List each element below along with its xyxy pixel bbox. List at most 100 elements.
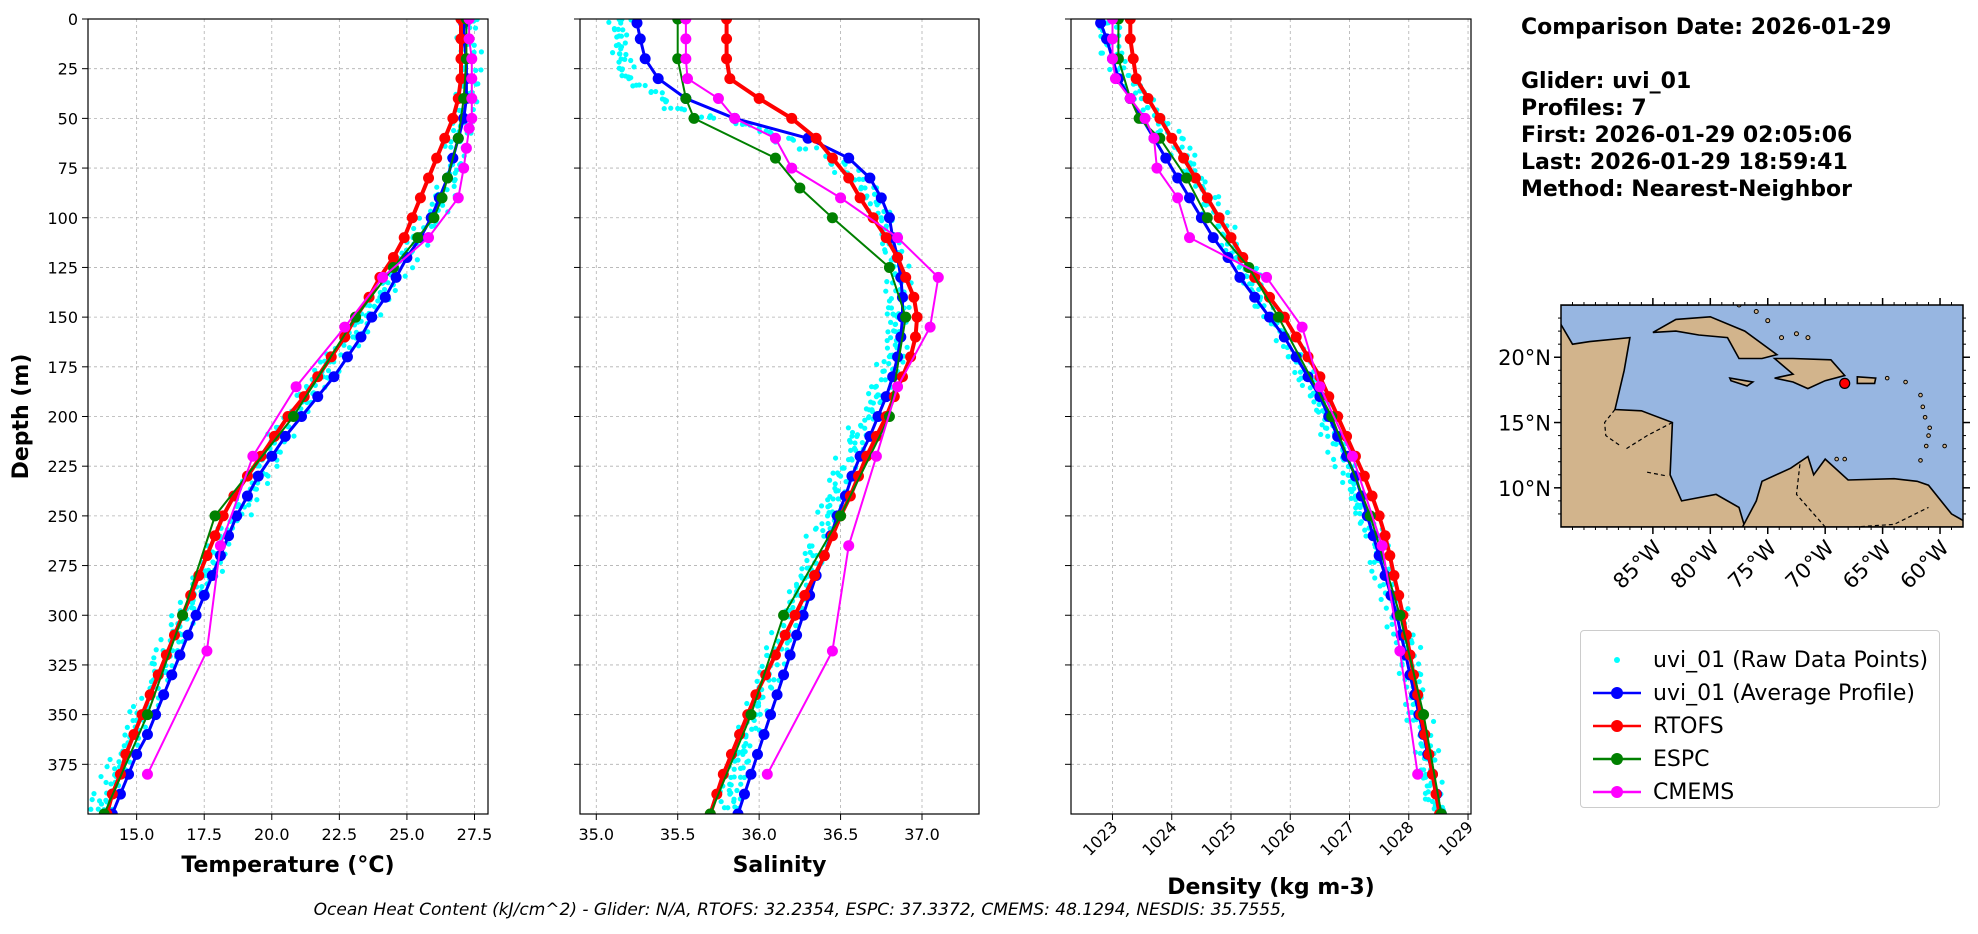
raw-point [858,186,864,192]
marker-espc [835,510,847,522]
series-cmems [1106,19,1424,780]
raw-point [1367,559,1373,566]
raw-point [849,429,856,436]
marker-rtofs [1366,490,1378,502]
legend-swatch [1593,720,1641,732]
raw-point [1417,644,1424,651]
y-tick-label: 200 [47,408,78,427]
raw-point [1410,701,1416,708]
marker-cmems [1184,232,1196,244]
raw-point [1157,128,1164,134]
raw-point [91,791,97,797]
raw-point [1322,425,1329,431]
raw-point [1371,559,1377,565]
raw-point [1247,281,1253,287]
raw-point [848,447,854,453]
marker-avg [366,311,378,323]
legend-item-avg: uvi_01 (Average Profile) [1581,678,1939,708]
raw-point [873,383,879,389]
raw-point [130,703,137,710]
raw-point [1435,748,1442,754]
raw-point [622,56,628,62]
y-tick-label: 125 [47,258,78,277]
marker-avg [771,689,783,701]
raw-point [378,312,384,318]
raw-point [1325,449,1331,455]
raw-point [860,176,866,183]
raw-point [124,724,130,730]
raw-point [636,82,642,88]
raw-point [1404,717,1410,723]
map-frame [1560,304,1964,528]
raw-point [226,541,232,547]
marker-rtofs [1201,192,1213,204]
marker-rtofs [908,291,920,303]
x-tick-label: 1027 [1316,817,1358,859]
marker-cmems [786,162,798,174]
raw-point [246,502,252,508]
raw-point [1421,767,1427,773]
raw-point [857,422,864,428]
raw-point [199,584,205,590]
raw-point [820,527,826,534]
jamaica [1728,377,1755,387]
raw-point [659,90,665,96]
raw-point [177,599,183,605]
marker-espc [1201,212,1213,224]
raw-point [1216,194,1222,200]
marker-avg [379,291,391,303]
marker-rtofs [268,430,280,442]
raw-point [1316,401,1322,408]
marker-avg [843,152,855,164]
raw-point [1417,750,1423,756]
raw-point [841,465,847,471]
map-lon-label: 70°W [1781,535,1839,593]
raw-point [1319,422,1325,428]
marker-rtofs [867,212,879,224]
x-tick-label: 36.5 [823,825,859,844]
raw-point [865,415,872,421]
raw-point [648,89,654,96]
marker-avg [1234,271,1246,283]
raw-point [767,129,773,135]
x-tick-label: 1028 [1375,817,1417,859]
marker-cmems [466,93,478,104]
raw-point [1391,631,1397,637]
marker-cmems [290,381,302,393]
raw-point [609,50,616,56]
marker-rtofs [1189,172,1201,184]
raw-point [112,766,118,772]
marker-rtofs [721,53,733,65]
raw-point [202,568,208,574]
marker-espc [900,311,912,323]
raw-point [1232,224,1238,230]
raw-point [1340,479,1346,486]
raw-point [107,756,113,763]
island [1765,318,1771,324]
marker-rtofs [1178,152,1190,164]
raw-point [749,726,755,732]
raw-point [1140,107,1146,113]
y-tick-label: 350 [47,706,78,725]
marker-cmems [1296,321,1308,333]
raw-point [210,559,216,565]
raw-point [728,774,734,781]
raw-point [832,169,838,176]
marker-espc [688,112,700,124]
marker-espc [177,609,189,621]
marker-cmems [466,53,478,65]
map-land [1561,305,1963,527]
raw-point [1431,806,1437,812]
y-tick-label: 175 [47,358,78,377]
raw-point [735,757,741,763]
raw-point [859,440,865,446]
marker-avg [341,351,353,363]
x-axis-label: Temperature (°C) [181,853,394,878]
x-tick-label: 22.5 [322,825,358,844]
raw-point [416,215,423,221]
raw-points [1095,19,1446,813]
raw-point [1409,709,1415,715]
marker-rtofs [209,530,221,542]
marker-cmems [1412,768,1424,780]
